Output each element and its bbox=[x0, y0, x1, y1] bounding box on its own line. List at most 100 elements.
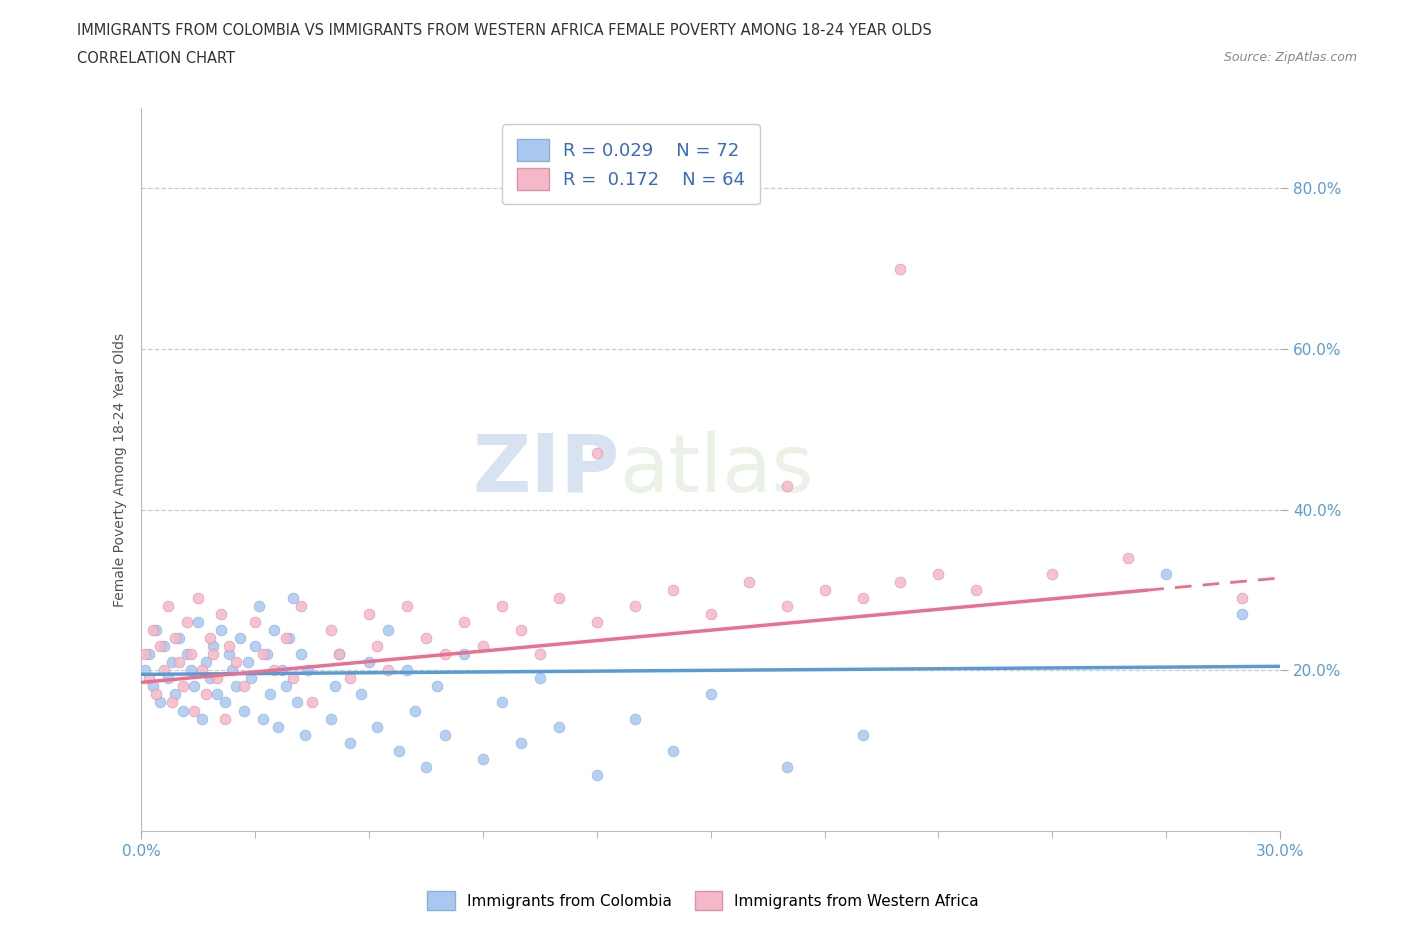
Point bbox=[221, 663, 243, 678]
Point bbox=[207, 687, 229, 702]
Point bbox=[297, 663, 319, 678]
Legend: Immigrants from Colombia, Immigrants from Western Africa: Immigrants from Colombia, Immigrants fro… bbox=[419, 884, 987, 918]
Point bbox=[270, 663, 292, 678]
Point bbox=[281, 591, 304, 605]
Point bbox=[851, 591, 873, 605]
Point bbox=[491, 695, 513, 710]
Point bbox=[453, 615, 475, 630]
Point bbox=[252, 647, 274, 662]
Point bbox=[156, 671, 179, 685]
Point bbox=[256, 647, 278, 662]
Point bbox=[737, 575, 759, 590]
Point bbox=[191, 663, 214, 678]
Point bbox=[232, 703, 254, 718]
Point bbox=[889, 575, 911, 590]
Point bbox=[585, 446, 607, 461]
Point bbox=[319, 711, 342, 726]
Point bbox=[623, 711, 645, 726]
Point bbox=[339, 736, 361, 751]
Point bbox=[218, 639, 240, 654]
Point bbox=[285, 695, 308, 710]
Point bbox=[433, 647, 456, 662]
Point bbox=[183, 703, 205, 718]
Point bbox=[160, 655, 183, 670]
Point bbox=[274, 679, 297, 694]
Point bbox=[229, 631, 252, 645]
Point bbox=[259, 687, 281, 702]
Legend: R = 0.029    N = 72, R =  0.172    N = 64: R = 0.029 N = 72, R = 0.172 N = 64 bbox=[502, 125, 759, 205]
Point bbox=[509, 623, 531, 638]
Point bbox=[377, 663, 399, 678]
Point bbox=[415, 759, 437, 774]
Point bbox=[191, 711, 214, 726]
Point bbox=[699, 606, 721, 621]
Point bbox=[180, 647, 202, 662]
Point bbox=[1230, 591, 1253, 605]
Point bbox=[1116, 551, 1139, 565]
Point bbox=[247, 599, 270, 614]
Point bbox=[138, 671, 160, 685]
Point bbox=[388, 743, 411, 758]
Point bbox=[415, 631, 437, 645]
Point bbox=[149, 639, 172, 654]
Point bbox=[328, 647, 350, 662]
Point bbox=[172, 703, 194, 718]
Point bbox=[453, 647, 475, 662]
Point bbox=[547, 719, 569, 734]
Point bbox=[290, 647, 312, 662]
Point bbox=[328, 647, 350, 662]
Point bbox=[138, 647, 160, 662]
Point bbox=[395, 663, 418, 678]
Point bbox=[585, 767, 607, 782]
Point bbox=[547, 591, 569, 605]
Point bbox=[142, 679, 165, 694]
Point bbox=[404, 703, 426, 718]
Point bbox=[214, 711, 236, 726]
Point bbox=[267, 719, 290, 734]
Point bbox=[225, 655, 247, 670]
Point bbox=[1230, 606, 1253, 621]
Point bbox=[198, 671, 221, 685]
Point bbox=[232, 679, 254, 694]
Point bbox=[252, 711, 274, 726]
Point bbox=[149, 695, 172, 710]
Point bbox=[357, 606, 380, 621]
Point bbox=[243, 615, 266, 630]
Y-axis label: Female Poverty Among 18-24 Year Olds: Female Poverty Among 18-24 Year Olds bbox=[114, 332, 128, 606]
Point bbox=[529, 671, 551, 685]
Point bbox=[366, 639, 388, 654]
Point bbox=[145, 687, 167, 702]
Point bbox=[290, 599, 312, 614]
Point bbox=[357, 655, 380, 670]
Point bbox=[207, 671, 229, 685]
Point bbox=[263, 623, 285, 638]
Text: CORRELATION CHART: CORRELATION CHART bbox=[77, 51, 235, 66]
Point bbox=[202, 639, 225, 654]
Point bbox=[134, 647, 156, 662]
Point bbox=[209, 606, 232, 621]
Point bbox=[350, 687, 373, 702]
Point bbox=[699, 687, 721, 702]
Point bbox=[153, 663, 176, 678]
Point bbox=[851, 727, 873, 742]
Point bbox=[1154, 566, 1177, 581]
Point bbox=[176, 615, 198, 630]
Point bbox=[395, 599, 418, 614]
Point bbox=[491, 599, 513, 614]
Text: atlas: atlas bbox=[620, 431, 814, 509]
Point bbox=[509, 736, 531, 751]
Point bbox=[433, 727, 456, 742]
Text: ZIP: ZIP bbox=[472, 431, 620, 509]
Point bbox=[775, 478, 797, 493]
Point bbox=[927, 566, 949, 581]
Point bbox=[585, 615, 607, 630]
Point bbox=[218, 647, 240, 662]
Point bbox=[187, 591, 209, 605]
Point bbox=[471, 639, 494, 654]
Point bbox=[209, 623, 232, 638]
Point bbox=[156, 599, 179, 614]
Point bbox=[274, 631, 297, 645]
Point bbox=[165, 687, 187, 702]
Point bbox=[426, 679, 449, 694]
Point bbox=[661, 582, 683, 597]
